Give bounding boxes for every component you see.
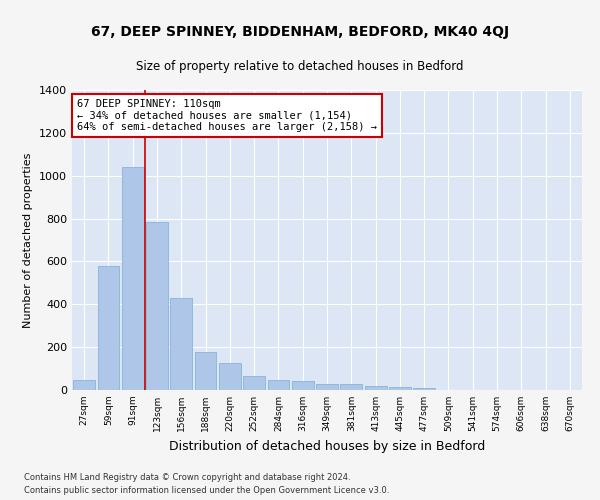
Bar <box>316 384 338 390</box>
Bar <box>219 362 241 390</box>
Text: Contains HM Land Registry data © Crown copyright and database right 2024.: Contains HM Land Registry data © Crown c… <box>24 474 350 482</box>
Bar <box>292 381 314 390</box>
X-axis label: Distribution of detached houses by size in Bedford: Distribution of detached houses by size … <box>169 440 485 452</box>
Text: Contains public sector information licensed under the Open Government Licence v3: Contains public sector information licen… <box>24 486 389 495</box>
Bar <box>122 167 143 390</box>
Bar <box>340 384 362 390</box>
Y-axis label: Number of detached properties: Number of detached properties <box>23 152 34 328</box>
Bar <box>268 380 289 390</box>
Bar <box>413 388 435 390</box>
Bar <box>146 222 168 390</box>
Bar <box>73 380 95 390</box>
Bar <box>389 388 411 390</box>
Bar <box>97 266 119 390</box>
Text: Size of property relative to detached houses in Bedford: Size of property relative to detached ho… <box>136 60 464 73</box>
Bar <box>170 298 192 390</box>
Bar <box>194 352 217 390</box>
Text: 67, DEEP SPINNEY, BIDDENHAM, BEDFORD, MK40 4QJ: 67, DEEP SPINNEY, BIDDENHAM, BEDFORD, MK… <box>91 25 509 39</box>
Bar <box>365 386 386 390</box>
Text: 67 DEEP SPINNEY: 110sqm
← 34% of detached houses are smaller (1,154)
64% of semi: 67 DEEP SPINNEY: 110sqm ← 34% of detache… <box>77 99 377 132</box>
Bar <box>243 376 265 390</box>
